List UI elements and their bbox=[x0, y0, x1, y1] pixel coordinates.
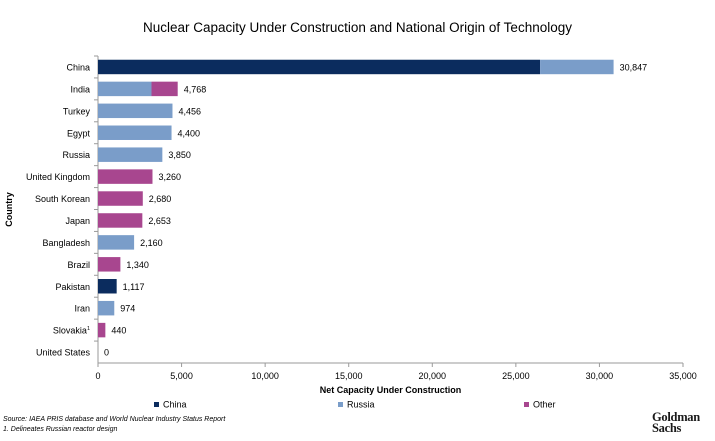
y-tick-label: United Kingdom bbox=[26, 172, 90, 182]
legend-swatch-china bbox=[154, 402, 159, 407]
legend-label-china: China bbox=[163, 400, 187, 410]
data-label: 440 bbox=[111, 326, 126, 336]
data-label: 1,117 bbox=[123, 282, 145, 292]
bar-russia bbox=[98, 81, 152, 97]
data-label: 1,340 bbox=[126, 260, 149, 270]
footnote: 1. Delineates Russian reactor design bbox=[3, 426, 118, 433]
data-label: 4,768 bbox=[184, 84, 207, 94]
bar-russia bbox=[98, 300, 115, 316]
bar-russia bbox=[98, 235, 135, 250]
legend-swatch-other bbox=[524, 402, 529, 407]
data-label: 3,260 bbox=[158, 172, 181, 182]
bar-russia bbox=[540, 59, 614, 75]
data-label: 2,653 bbox=[148, 216, 171, 226]
legend-label-other: Other bbox=[533, 400, 556, 410]
y-tick-label: Russia bbox=[62, 150, 90, 160]
x-tick-label: 30,000 bbox=[586, 371, 614, 381]
x-tick-label: 25,000 bbox=[502, 371, 530, 381]
bar-china bbox=[98, 279, 117, 294]
logo-line-2: Sachs bbox=[652, 421, 682, 435]
data-label: 3,850 bbox=[168, 150, 191, 160]
data-label: 974 bbox=[120, 304, 135, 314]
bar-other bbox=[98, 257, 121, 272]
y-axis-title: Country bbox=[4, 192, 14, 227]
goldman-sachs-logo: Goldman Sachs bbox=[652, 410, 700, 435]
x-tick-label: 35,000 bbox=[669, 371, 697, 381]
x-tick-label: 0 bbox=[95, 371, 100, 381]
x-tick-label: 15,000 bbox=[335, 371, 363, 381]
bar-russia bbox=[98, 125, 172, 140]
y-tick-label: China bbox=[66, 62, 90, 72]
y-tick-label: Slovakia1 bbox=[53, 326, 90, 336]
bar-other bbox=[98, 191, 143, 206]
x-axis-title: Net Capacity Under Construction bbox=[320, 385, 462, 395]
bar-russia bbox=[98, 103, 173, 119]
y-tick-label: Japan bbox=[65, 216, 90, 226]
bar-other bbox=[98, 169, 153, 184]
data-label: 4,456 bbox=[178, 106, 201, 116]
data-label: 2,680 bbox=[149, 194, 172, 204]
legend-label-russia: Russia bbox=[347, 400, 375, 410]
chart-title: Nuclear Capacity Under Construction and … bbox=[143, 20, 572, 35]
bar-other bbox=[98, 213, 143, 228]
y-tick-label: United States bbox=[36, 348, 91, 358]
y-tick-label: Brazil bbox=[67, 260, 90, 270]
data-label: 4,400 bbox=[178, 128, 201, 138]
bar-other bbox=[151, 81, 178, 97]
bar-russia bbox=[98, 147, 163, 162]
y-tick-label: India bbox=[70, 84, 90, 94]
y-tick-label: Iran bbox=[74, 304, 90, 314]
y-tick-label: Turkey bbox=[63, 106, 91, 116]
data-label: 30,847 bbox=[620, 62, 648, 72]
x-tick-label: 20,000 bbox=[419, 371, 447, 381]
bar-china bbox=[98, 59, 541, 75]
y-tick-label: South Korean bbox=[35, 194, 90, 204]
x-tick-label: 10,000 bbox=[251, 371, 279, 381]
x-tick-label: 5,000 bbox=[170, 371, 193, 381]
legend-swatch-russia bbox=[338, 402, 343, 407]
logo-line-1: Goldman bbox=[652, 410, 700, 424]
source-note: Source: IAEA PRIS database and World Nuc… bbox=[3, 416, 226, 423]
y-tick-label: Bangladesh bbox=[42, 238, 90, 248]
data-label: 2,160 bbox=[140, 238, 163, 248]
bar-other bbox=[98, 322, 106, 338]
y-tick-label: Egypt bbox=[67, 128, 91, 138]
y-tick-label: Pakistan bbox=[55, 282, 90, 292]
data-label: 0 bbox=[104, 348, 109, 358]
